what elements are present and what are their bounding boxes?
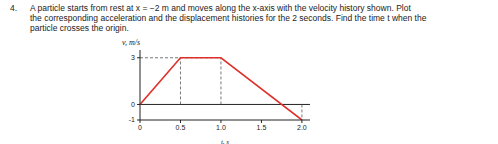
svg-text:2.0: 2.0 [297,124,307,131]
svg-text:3: 3 [131,54,135,61]
svg-text:1.0: 1.0 [216,124,226,131]
svg-text:1.5: 1.5 [257,124,267,131]
svg-text:t, s: t, s [221,138,229,144]
html-text:the corresponding acceleration: the corresponding acceleration and the d… [30,13,427,23]
svg-text:0.5: 0.5 [176,124,186,131]
svg-text:0: 0 [131,101,135,108]
html-text:v, m/s: v, m/s [122,38,141,47]
html-text:A particle starts from rest at: A particle starts from rest at x = −2 m … [30,3,411,13]
svg-text:-1: -1 [129,116,135,123]
html-text:4.: 4. [10,3,18,13]
svg-text:0: 0 [138,124,142,131]
html-text:particle crosses the origin.: particle crosses the origin. [30,23,129,33]
